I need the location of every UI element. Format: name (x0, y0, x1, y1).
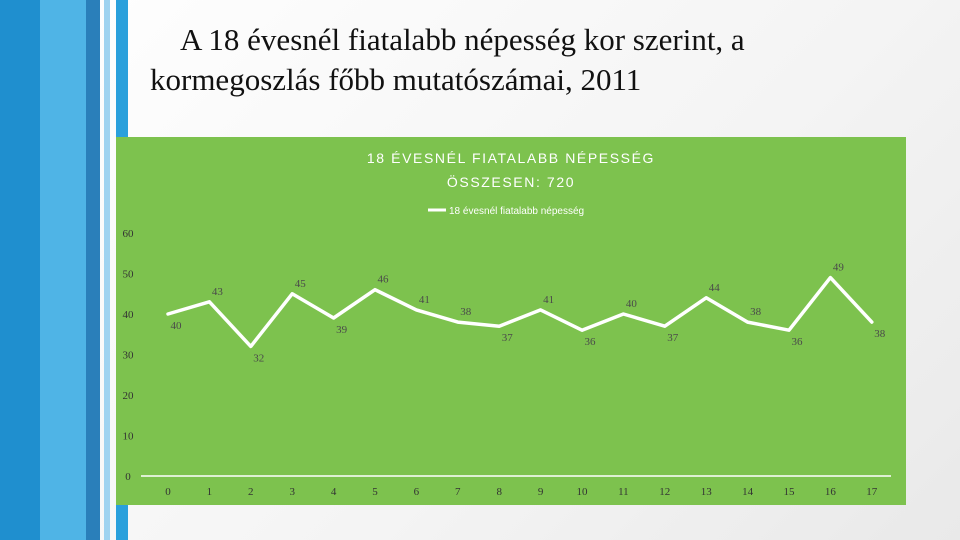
y-tick-label: 0 (125, 471, 131, 483)
y-tick-label: 20 (123, 390, 135, 402)
x-tick-label: 16 (825, 486, 837, 498)
data-label: 38 (874, 328, 886, 340)
slide-title-line-2: kormegoszlás főbb mutatószámai, 2011 (150, 62, 642, 97)
x-tick-label: 15 (784, 486, 796, 498)
legend: 18 évesnél fiatalabb népesség (428, 206, 584, 217)
decorative-stripe (86, 0, 100, 540)
legend-label: 18 évesnél fiatalabb népesség (449, 206, 584, 217)
data-label: 32 (253, 352, 264, 364)
slide-title: A 18 évesnél fiatalabb népesség kor szer… (150, 20, 930, 100)
x-tick-label: 12 (659, 486, 670, 498)
x-tick-label: 7 (455, 486, 461, 498)
slide-title-line-1: A 18 évesnél fiatalabb népesség kor szer… (180, 22, 745, 57)
x-tick-label: 4 (331, 486, 337, 498)
decorative-stripe (0, 0, 40, 540)
x-tick-label: 9 (538, 486, 544, 498)
chart-title-line-1: 18 ÉVESNÉL FIATALABB NÉPESSÉG (367, 150, 655, 166)
x-tick-label: 0 (165, 486, 171, 498)
data-label: 38 (750, 306, 762, 318)
data-label: 43 (212, 286, 224, 298)
x-tick-label: 1 (207, 486, 213, 498)
y-axis-ticks: 0 10 20 30 40 50 60 (123, 228, 135, 483)
data-label: 40 (626, 298, 638, 310)
decorative-stripe (104, 0, 110, 540)
data-label: 49 (833, 262, 845, 274)
chart-panel: 18 ÉVESNÉL FIATALABB NÉPESSÉG ÖSSZESEN: … (116, 137, 906, 505)
y-tick-label: 10 (123, 431, 135, 443)
data-label: 38 (460, 306, 472, 318)
y-tick-label: 60 (123, 228, 135, 240)
data-label: 37 (667, 332, 679, 344)
data-label: 40 (171, 320, 183, 332)
x-axis-ticks: 0 1 2 3 4 5 6 7 8 9 10 11 12 13 14 15 16 17 (165, 486, 878, 498)
data-label: 39 (336, 324, 348, 336)
x-tick-label: 17 (866, 486, 878, 498)
data-label: 41 (543, 294, 554, 306)
x-tick-label: 5 (372, 486, 378, 498)
data-label: 37 (502, 332, 514, 344)
chart-title-line-2: ÖSSZESEN: 720 (447, 173, 575, 190)
series-line (166, 275, 874, 349)
data-label: 46 (378, 274, 390, 286)
y-tick-label: 30 (123, 350, 135, 362)
data-label: 36 (792, 336, 804, 348)
x-tick-label: 6 (414, 486, 420, 498)
line-chart: 18 ÉVESNÉL FIATALABB NÉPESSÉG ÖSSZESEN: … (123, 150, 891, 498)
x-tick-label: 11 (618, 486, 629, 498)
y-tick-label: 40 (123, 309, 135, 321)
data-label: 45 (295, 278, 307, 290)
y-tick-label: 50 (123, 269, 135, 281)
x-tick-label: 14 (742, 486, 754, 498)
data-label: 44 (709, 282, 721, 294)
x-tick-label: 13 (701, 486, 713, 498)
decorative-stripe (40, 0, 86, 540)
data-label: 41 (419, 294, 430, 306)
x-tick-label: 2 (248, 486, 254, 498)
x-tick-label: 8 (496, 486, 502, 498)
x-tick-label: 10 (577, 486, 589, 498)
x-tick-label: 3 (289, 486, 295, 498)
data-label: 36 (585, 336, 597, 348)
data-labels: 40 43 32 45 39 46 41 38 37 41 36 40 37 44 38 36 49 38 (171, 262, 886, 365)
